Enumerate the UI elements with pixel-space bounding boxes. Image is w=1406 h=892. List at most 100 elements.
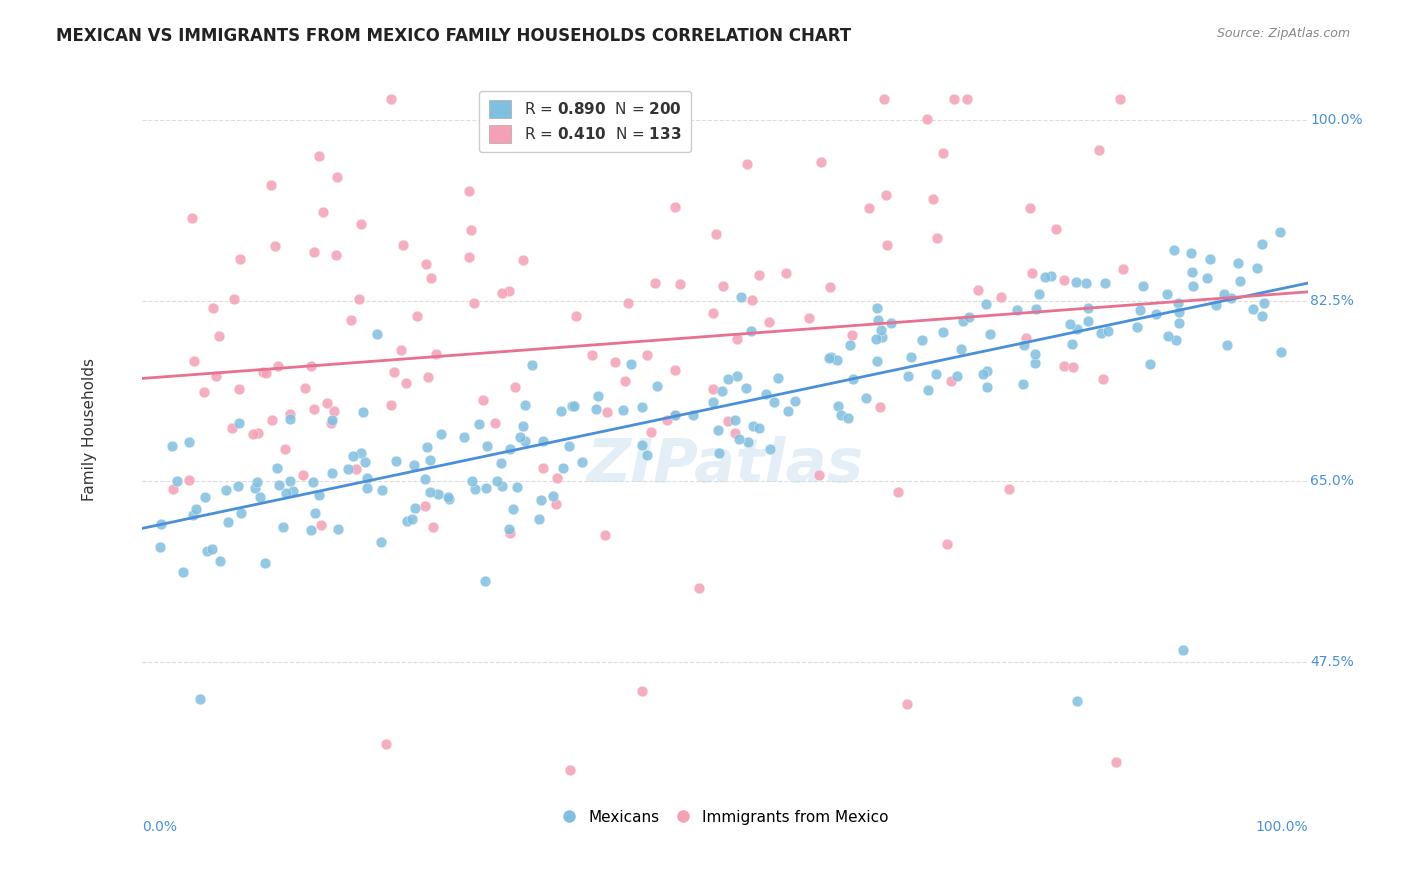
Point (392, 237, 415, 252)
Point (755, 387, 778, 401)
Point (1171, 642, 1194, 657)
Point (1144, 307, 1167, 321)
Point (1166, 333, 1188, 347)
Point (249, 491, 271, 505)
Point (1246, 261, 1268, 276)
Point (807, 467, 830, 482)
Point (267, 359, 290, 373)
Point (506, 480, 529, 494)
Point (644, 276, 666, 290)
Point (544, 497, 567, 511)
Point (208, 329, 231, 343)
Point (758, 314, 780, 328)
Point (385, 454, 408, 468)
Point (942, 93, 965, 107)
Point (380, 93, 402, 107)
Point (1167, 304, 1189, 318)
Point (1180, 265, 1202, 279)
Point (181, 211, 204, 225)
Point (915, 112, 938, 127)
Point (1024, 346, 1046, 360)
Point (1163, 243, 1185, 257)
Point (502, 501, 524, 516)
Point (229, 252, 252, 266)
Point (925, 231, 948, 245)
Point (825, 352, 848, 367)
Point (839, 338, 862, 352)
Point (215, 483, 238, 497)
Point (1251, 310, 1274, 324)
Point (664, 408, 686, 422)
Point (342, 449, 364, 463)
Point (664, 200, 686, 214)
Point (950, 342, 973, 356)
Point (193, 385, 215, 400)
Text: MEXICAN VS IMMIGRANTS FROM MEXICO FAMILY HOUSEHOLDS CORRELATION CHART: MEXICAN VS IMMIGRANTS FROM MEXICO FAMILY… (56, 27, 852, 45)
Point (304, 506, 326, 520)
Point (278, 474, 301, 488)
Point (1045, 222, 1067, 236)
Point (356, 471, 378, 485)
Point (194, 490, 217, 504)
Point (350, 446, 373, 460)
Point (1092, 372, 1115, 386)
Point (308, 487, 330, 501)
Point (321, 413, 343, 427)
Point (489, 456, 512, 470)
Point (880, 316, 903, 330)
Point (1181, 278, 1204, 293)
Point (827, 399, 849, 413)
Point (401, 512, 423, 526)
Point (748, 421, 770, 435)
Point (269, 478, 291, 492)
Point (740, 324, 762, 338)
Text: 100.0%: 100.0% (1310, 113, 1362, 128)
Point (911, 333, 934, 347)
Point (228, 417, 250, 431)
Point (776, 404, 799, 418)
Point (725, 368, 748, 383)
Point (419, 453, 441, 467)
Point (231, 506, 253, 520)
Point (742, 419, 765, 434)
Point (266, 461, 288, 475)
Point (830, 409, 852, 423)
Point (775, 266, 797, 280)
Text: Source: ZipAtlas.com: Source: ZipAtlas.com (1216, 27, 1350, 40)
Point (201, 541, 224, 556)
Point (280, 411, 302, 425)
Point (280, 407, 302, 421)
Point (389, 343, 412, 358)
Point (546, 471, 568, 485)
Point (226, 479, 249, 493)
Point (1059, 318, 1081, 332)
Point (998, 482, 1021, 496)
Point (595, 405, 617, 419)
Point (202, 301, 225, 315)
Point (1243, 302, 1265, 317)
Point (406, 309, 429, 323)
Point (208, 554, 231, 568)
Point (366, 326, 388, 341)
Point (380, 398, 402, 412)
Point (312, 205, 335, 219)
Point (498, 284, 520, 298)
Point (858, 202, 880, 216)
Point (702, 383, 724, 397)
Point (561, 399, 583, 413)
Point (353, 455, 375, 469)
Point (427, 487, 450, 501)
Point (1053, 359, 1076, 374)
Point (956, 93, 979, 107)
Point (1062, 359, 1084, 374)
Point (413, 500, 436, 514)
Point (972, 367, 994, 381)
Point (325, 248, 347, 262)
Point (509, 430, 531, 444)
Point (952, 314, 974, 328)
Point (896, 697, 918, 711)
Point (707, 423, 730, 437)
Point (976, 380, 998, 394)
Point (420, 270, 443, 285)
Point (260, 413, 283, 427)
